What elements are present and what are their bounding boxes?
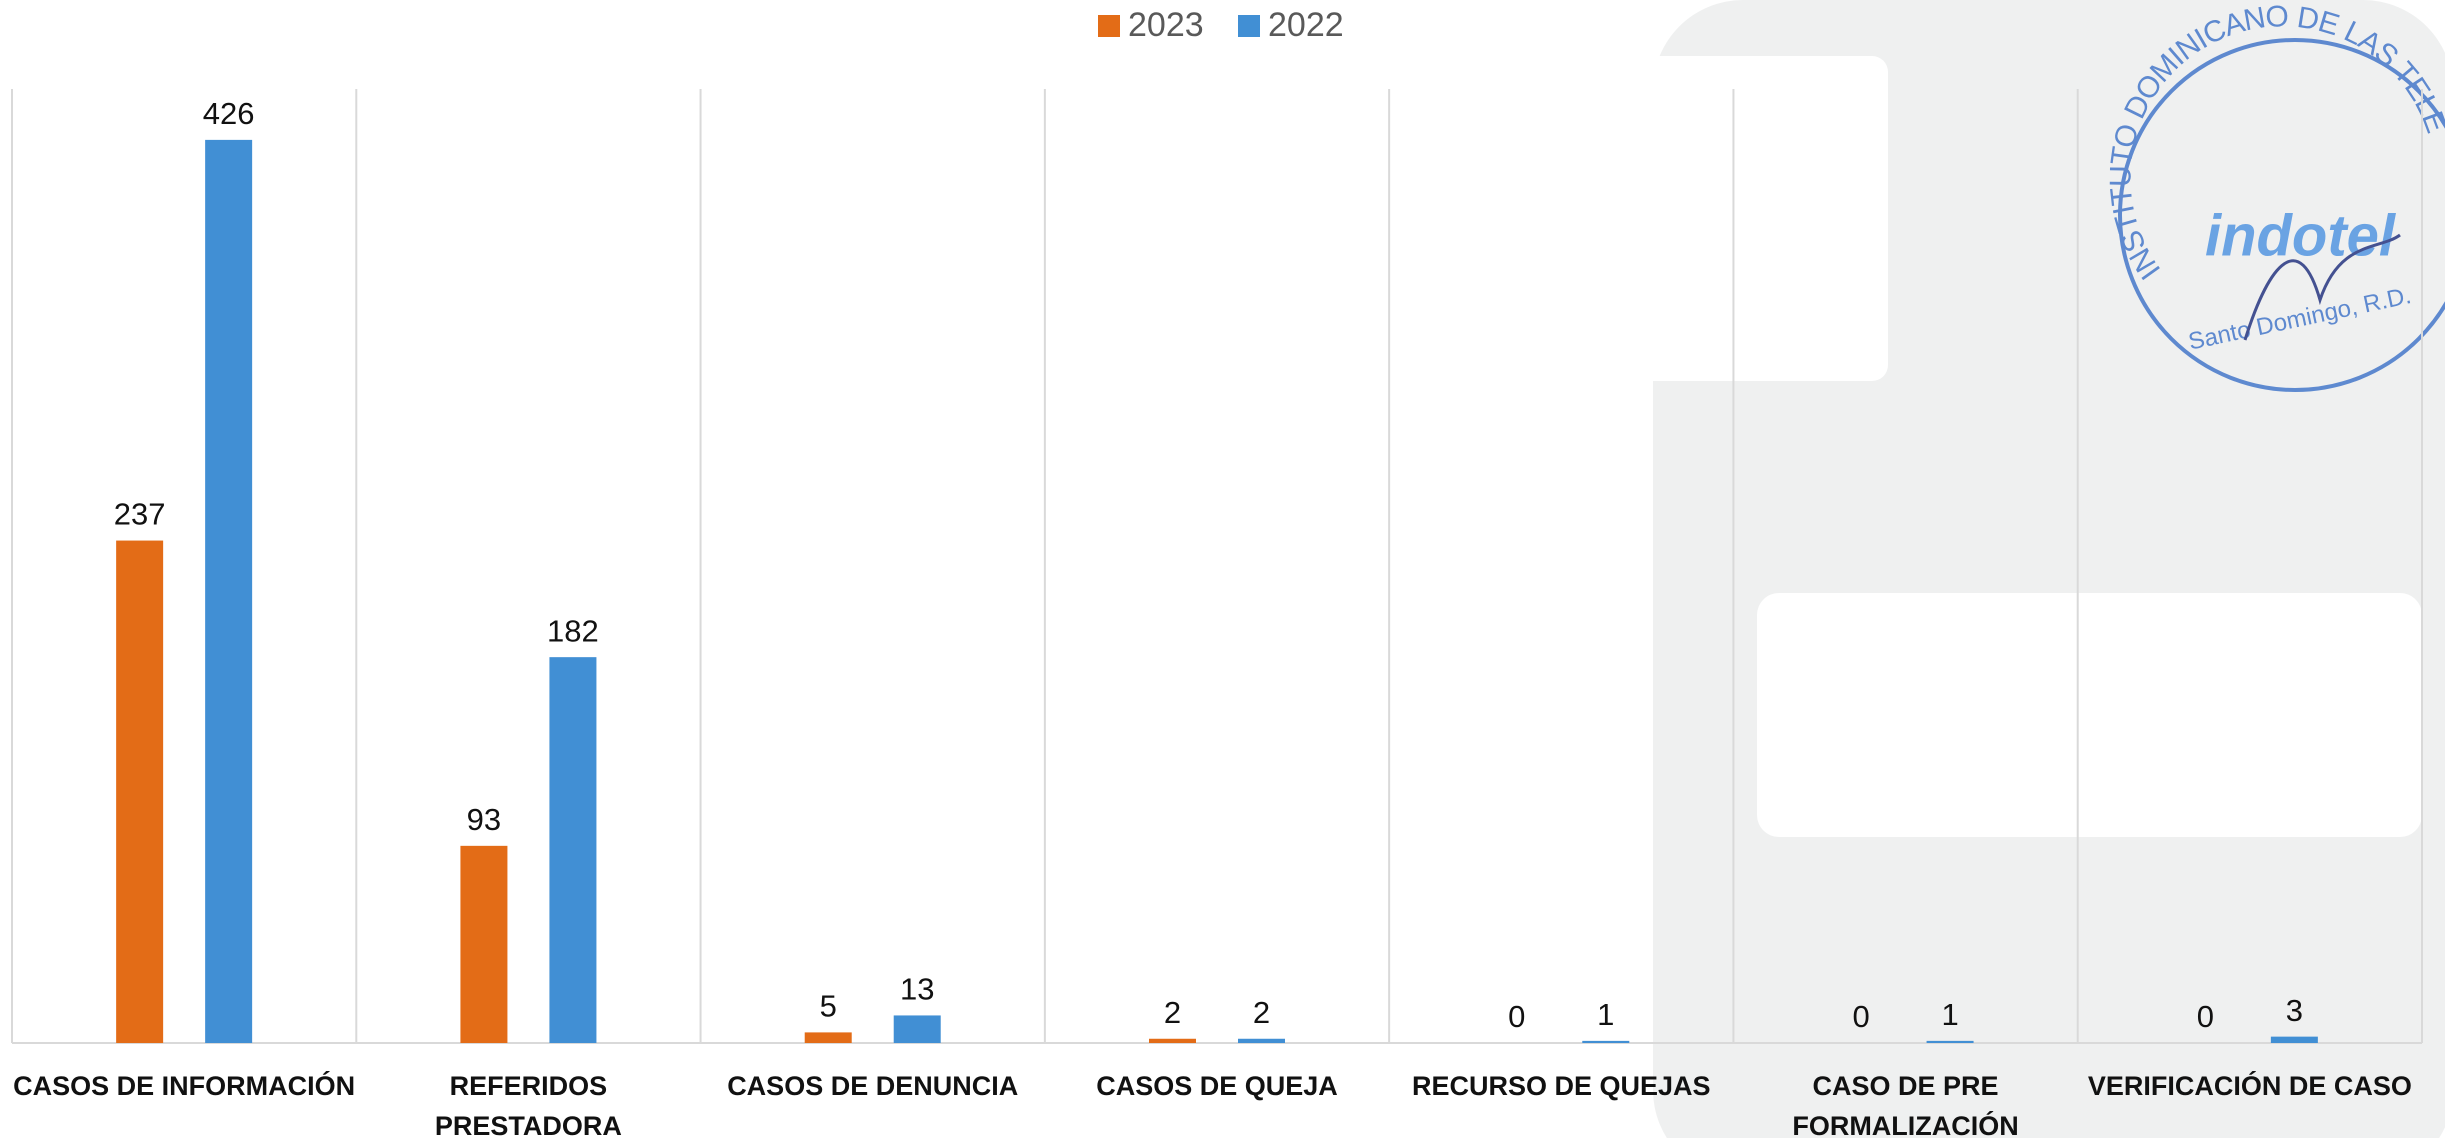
legend: 2023 2022 — [1098, 6, 1344, 44]
data-label: 13 — [900, 972, 934, 1007]
data-label: 1 — [1597, 997, 1614, 1032]
data-label: 2 — [1164, 995, 1181, 1030]
data-label: 3 — [2286, 993, 2303, 1028]
legend-swatch — [1238, 15, 1260, 37]
data-label: 93 — [467, 802, 501, 837]
x-tick-label: CASOS DE DENUNCIA — [701, 1066, 1045, 1106]
bar — [1582, 1041, 1629, 1043]
bar — [894, 1015, 941, 1043]
legend-swatch — [1098, 15, 1120, 37]
data-label: 5 — [820, 989, 837, 1024]
data-label: 182 — [547, 613, 599, 648]
bar — [1149, 1039, 1196, 1043]
bar — [2271, 1037, 2318, 1043]
x-tick-label: REFERIDOS PRESTADORA — [356, 1066, 700, 1146]
x-tick-label: CASOS DE INFORMACIÓN — [12, 1066, 356, 1106]
bar — [1238, 1039, 1285, 1043]
data-label: 237 — [114, 497, 166, 532]
bar — [1927, 1041, 1974, 1043]
data-label: 0 — [1852, 999, 1869, 1034]
x-tick-label: CASO DE PRE FORMALIZACIÓN — [1733, 1066, 2077, 1146]
chart: INSTITUTO DOMINICANO DE LAS TELE indotel… — [0, 0, 2445, 1138]
bar — [460, 846, 507, 1043]
data-label: 426 — [203, 96, 255, 131]
bar — [805, 1032, 852, 1043]
bar — [549, 657, 596, 1043]
data-label: 0 — [2197, 999, 2214, 1034]
page: INSTITUTO DOMINICANO DE LAS TELE indotel… — [0, 0, 2445, 1138]
data-label: 2 — [1253, 995, 1270, 1030]
x-tick-label: VERIFICACIÓN DE CASO — [2078, 1066, 2422, 1106]
bar — [205, 140, 252, 1043]
data-label: 0 — [1508, 999, 1525, 1034]
watermark-cutout — [1600, 56, 1888, 381]
bar — [116, 541, 163, 1043]
stamp-logo: indotel — [2205, 203, 2397, 268]
watermark — [1600, 0, 2445, 1138]
legend-label: 2023 — [1128, 6, 1204, 44]
data-label: 1 — [1941, 997, 1958, 1032]
x-tick-label: CASOS DE QUEJA — [1045, 1066, 1389, 1106]
legend-label: 2022 — [1268, 6, 1344, 44]
x-tick-label: RECURSO DE QUEJAS — [1389, 1066, 1733, 1106]
watermark-panel — [1757, 593, 2422, 837]
